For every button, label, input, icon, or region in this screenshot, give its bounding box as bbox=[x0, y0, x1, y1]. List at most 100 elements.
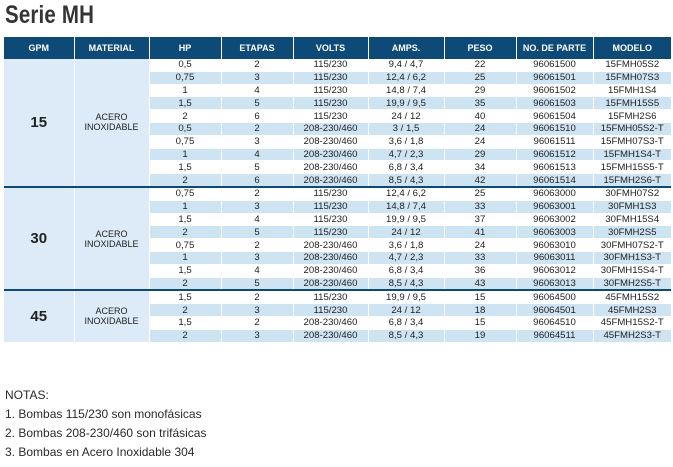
hp-cell: 0,5 bbox=[149, 59, 222, 72]
amps-cell: 4,7 / 2,3 bbox=[368, 148, 445, 162]
etapas-cell: 5 bbox=[221, 277, 294, 291]
peso-cell: 24 bbox=[444, 122, 517, 136]
amps-cell: 6,8 / 3,4 bbox=[368, 316, 445, 330]
amps-cell: 8,5 / 4,3 bbox=[368, 277, 445, 291]
etapas-cell: 3 bbox=[221, 135, 294, 149]
peso-cell: 33 bbox=[444, 251, 517, 265]
amps-cell: 12,4 / 6,2 bbox=[368, 185, 445, 201]
parte-cell: 96064511 bbox=[516, 329, 594, 343]
hp-cell: 2 bbox=[149, 173, 222, 188]
table-row: 1 3 115/230 14,8 / 7,4 33 96063001 30FMH1S3 bbox=[4, 200, 671, 214]
parte-cell: 96064500 bbox=[516, 289, 594, 305]
table-row: 30 ACERO INOXIDABLE 0,75 2 115/230 12,4 / 6,2… bbox=[4, 185, 671, 291]
hp-cell: 1,5 bbox=[149, 264, 222, 278]
volts-cell: 208-230/460 bbox=[293, 238, 369, 252]
peso-cell: 19 bbox=[444, 329, 517, 343]
col-header-parte: NO. DE PARTE bbox=[516, 37, 594, 59]
note-item: 3. Bombas en Acero Inoxidable 304 bbox=[5, 445, 195, 459]
col-header-etapas: ETAPAS bbox=[221, 37, 294, 59]
hp-cell: 0,75 bbox=[149, 71, 222, 85]
material-cell: ACERO INOXIDABLE bbox=[74, 185, 150, 291]
table-row: 0,75 2 208-230/460 3,6 / 1,8 24 96063010 30FMH… bbox=[4, 238, 671, 252]
hp-cell: 2 bbox=[149, 329, 222, 343]
hp-cell: 1 bbox=[149, 251, 222, 265]
col-header-modelo: MODELO bbox=[593, 37, 671, 59]
modelo-cell: 45FMH15S2 bbox=[593, 289, 671, 305]
hp-cell: 2 bbox=[149, 303, 222, 317]
volts-cell: 208-230/460 bbox=[293, 160, 369, 175]
parte-cell: 96061512 bbox=[516, 148, 594, 162]
table-row: 2 3 208-230/460 8,5 / 4,3 19 96064511 45FMH2S3… bbox=[4, 329, 671, 343]
amps-cell: 14,8 / 7,4 bbox=[368, 84, 445, 98]
amps-cell: 3,6 / 1,8 bbox=[368, 135, 445, 149]
hp-cell: 1 bbox=[149, 200, 222, 214]
table-row: 1,5 5 115/230 19,9 / 9,5 35 96061503 15FMH15S5 bbox=[4, 96, 671, 111]
table-row: 2 5 115/230 24 / 12 41 96063003 30FMH2S5 bbox=[4, 225, 671, 240]
hp-cell: 2 bbox=[149, 109, 222, 123]
peso-cell: 25 bbox=[444, 71, 517, 85]
hp-cell: 0,75 bbox=[149, 185, 222, 201]
gpm-cell: 15 bbox=[4, 59, 75, 188]
parte-cell: 96061503 bbox=[516, 96, 594, 111]
volts-cell: 115/230 bbox=[293, 225, 369, 240]
amps-cell: 6,8 / 3,4 bbox=[368, 264, 445, 278]
table-row: 1 4 208-230/460 4,7 / 2,3 29 96061512 15FMH1S4… bbox=[4, 148, 671, 162]
amps-cell: 24 / 12 bbox=[368, 303, 445, 317]
etapas-cell: 2 bbox=[221, 316, 294, 330]
hp-cell: 1,5 bbox=[149, 160, 222, 175]
note-item: 1. Bombas 115/230 son monofásicas bbox=[5, 407, 202, 421]
table-row: 0,75 3 208-230/460 3,6 / 1,8 24 96061511 15FMH… bbox=[4, 135, 671, 149]
etapas-cell: 5 bbox=[221, 96, 294, 111]
amps-cell: 9,4 / 4,7 bbox=[368, 59, 445, 72]
modelo-cell: 30FMH07S2 bbox=[593, 185, 671, 201]
etapas-cell: 2 bbox=[221, 238, 294, 252]
volts-cell: 208-230/460 bbox=[293, 277, 369, 291]
etapas-cell: 6 bbox=[221, 109, 294, 123]
peso-cell: 35 bbox=[444, 96, 517, 111]
hp-cell: 0,5 bbox=[149, 122, 222, 136]
amps-cell: 14,8 / 7,4 bbox=[368, 200, 445, 214]
peso-cell: 29 bbox=[444, 84, 517, 98]
note-item: 2. Bombas 208-230/460 son trifásicas bbox=[5, 426, 207, 440]
col-header-hp: HP bbox=[149, 37, 222, 59]
parte-cell: 96061500 bbox=[516, 59, 594, 72]
table-row: 1,5 4 208-230/460 6,8 / 3,4 36 96063012 30FMH1… bbox=[4, 264, 671, 278]
parte-cell: 96063011 bbox=[516, 251, 594, 265]
table-row: 2 6 115/230 24 / 12 40 96061504 15FMH2S6 bbox=[4, 109, 671, 123]
volts-cell: 115/230 bbox=[293, 71, 369, 85]
table-row: 1,5 5 208-230/460 6,8 / 3,4 34 96061513 15FMH1… bbox=[4, 160, 671, 175]
peso-cell: 41 bbox=[444, 225, 517, 240]
amps-cell: 19,9 / 9,5 bbox=[368, 289, 445, 305]
hp-cell: 1 bbox=[149, 84, 222, 98]
table-row: 15 ACERO INOXIDABLE 0,5 2 115/230 9,4 / 4,7 22… bbox=[4, 59, 671, 188]
volts-cell: 115/230 bbox=[293, 200, 369, 214]
amps-cell: 4,7 / 2,3 bbox=[368, 251, 445, 265]
parte-cell: 96064510 bbox=[516, 316, 594, 330]
peso-cell: 15 bbox=[444, 316, 517, 330]
volts-cell: 208-230/460 bbox=[293, 148, 369, 162]
hp-cell: 1,5 bbox=[149, 213, 222, 227]
amps-cell: 24 / 12 bbox=[368, 109, 445, 123]
peso-cell: 34 bbox=[444, 160, 517, 175]
etapas-cell: 4 bbox=[221, 264, 294, 278]
volts-cell: 208-230/460 bbox=[293, 173, 369, 188]
amps-cell: 12,4 / 6,2 bbox=[368, 71, 445, 85]
peso-cell: 15 bbox=[444, 289, 517, 305]
volts-cell: 115/230 bbox=[293, 185, 369, 201]
page-title: Serie MH bbox=[5, 1, 95, 29]
parte-cell: 96063000 bbox=[516, 185, 594, 201]
modelo-cell: 30FMH07S2-T bbox=[593, 238, 671, 252]
modelo-cell: 30FMH2S5-T bbox=[593, 277, 671, 291]
col-header-amps: AMPS. bbox=[368, 37, 445, 59]
peso-cell: 22 bbox=[444, 59, 517, 72]
table-body: 15 ACERO INOXIDABLE 0,5 2 115/230 9,4 / 4,7 22… bbox=[4, 59, 671, 343]
notes-section: NOTAS: 1. Bombas 115/230 son monofásicas… bbox=[5, 386, 206, 462]
etapas-cell: 2 bbox=[221, 122, 294, 136]
modelo-cell: 45FMH2S3-T bbox=[593, 329, 671, 343]
etapas-cell: 6 bbox=[221, 173, 294, 188]
etapas-cell: 4 bbox=[221, 84, 294, 98]
notes-heading: NOTAS: bbox=[5, 388, 49, 402]
col-header-peso: PESO bbox=[444, 37, 517, 59]
modelo-cell: 15FMH15S5-T bbox=[593, 160, 671, 175]
col-header-volts: VOLTS bbox=[293, 37, 369, 59]
